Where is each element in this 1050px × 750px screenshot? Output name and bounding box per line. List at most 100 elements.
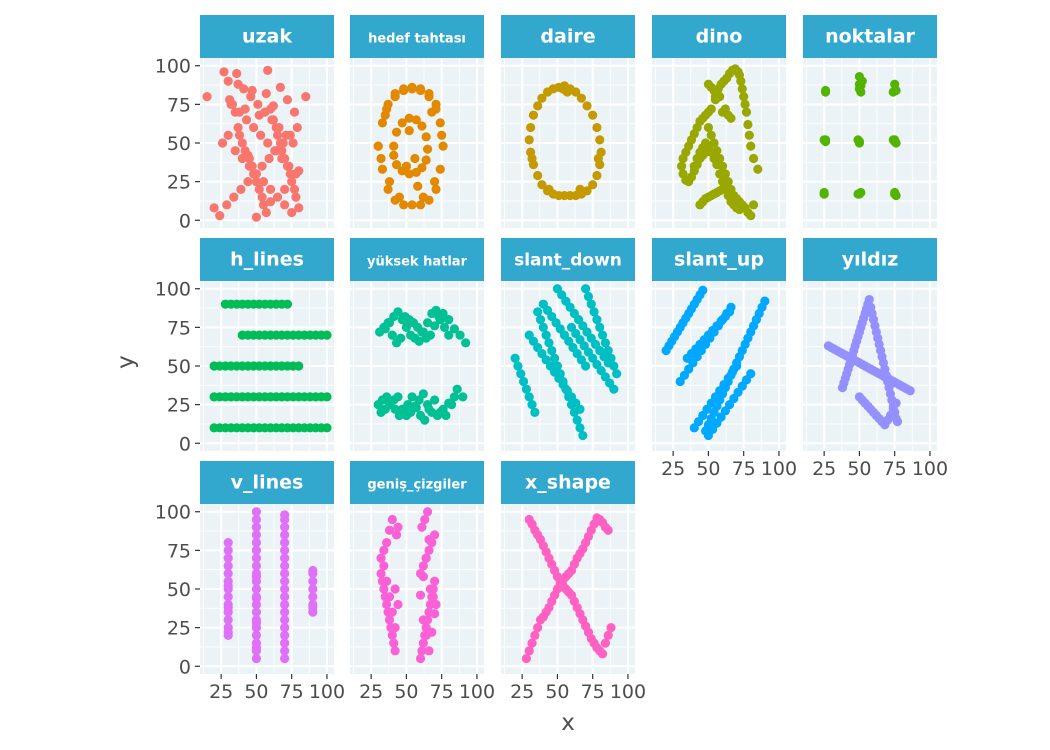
x-tick-label: 50: [545, 681, 569, 703]
data-point: [251, 643, 262, 653]
data-point: [292, 122, 302, 133]
data-point: [377, 164, 388, 174]
facet-slant-down: slant_down: [501, 238, 635, 451]
data-point: [593, 153, 603, 164]
facet-strip: [803, 238, 937, 281]
data-point: [384, 177, 395, 187]
data-point: [280, 576, 290, 586]
data-point: [251, 212, 262, 222]
data-point: [547, 345, 557, 356]
data-point: [280, 584, 290, 594]
data-point: [524, 392, 534, 402]
data-point: [382, 599, 392, 610]
facet-x-shape: x_shape 25 50 75 100: [501, 461, 646, 703]
data-point: [322, 330, 332, 340]
data-point: [280, 607, 290, 617]
data-point: [430, 177, 440, 187]
data-point: [289, 184, 300, 194]
data-point: [432, 410, 443, 421]
data-point: [257, 192, 267, 202]
data-point: [603, 525, 613, 535]
data-point: [380, 110, 390, 120]
data-point: [760, 296, 770, 306]
data-point: [256, 130, 266, 140]
data-point: [437, 130, 447, 140]
data-point: [247, 85, 257, 96]
data-point: [268, 101, 278, 111]
y-tick-label: 50: [167, 133, 191, 155]
data-point: [280, 200, 290, 210]
data-point: [417, 522, 427, 532]
data-point: [263, 138, 273, 148]
x-tick-label: 25: [812, 458, 836, 480]
facet-gridlines: [350, 58, 484, 228]
data-point: [215, 211, 225, 221]
data-point: [280, 599, 290, 610]
data-point: [424, 92, 434, 102]
data-point: [541, 330, 551, 340]
data-point: [301, 92, 311, 102]
data-point: [280, 538, 290, 548]
facet-strip: [350, 15, 484, 58]
data-point: [280, 184, 290, 194]
y-tick-label: 100: [155, 502, 191, 524]
y-tick-label: 75: [167, 540, 191, 562]
data-point: [254, 110, 264, 120]
data-point: [575, 404, 585, 414]
data-point: [853, 189, 863, 199]
data-point: [746, 369, 756, 379]
data-point: [261, 88, 271, 99]
data-point: [258, 177, 269, 187]
data-point: [294, 361, 304, 371]
data-point: [544, 184, 554, 194]
data-point: [597, 330, 608, 340]
facet-strip-label: slant_up: [674, 249, 764, 271]
data-point: [254, 184, 264, 194]
x-tick-label: 25: [209, 681, 233, 703]
data-point: [444, 398, 454, 408]
data-point: [280, 568, 290, 579]
data-point: [424, 646, 434, 656]
data-point: [234, 130, 245, 140]
data-point: [251, 653, 262, 664]
data-point: [864, 294, 874, 305]
data-point: [524, 135, 534, 145]
data-point: [389, 150, 399, 160]
data-point: [225, 95, 235, 105]
data-point: [417, 121, 427, 131]
data-point: [280, 653, 290, 664]
data-point: [287, 207, 297, 218]
data-point: [720, 169, 730, 179]
data-point: [562, 87, 572, 97]
data-point: [271, 146, 281, 156]
data-point: [390, 92, 400, 102]
data-point: [393, 522, 403, 532]
data-point: [744, 130, 754, 140]
data-point: [379, 545, 389, 555]
data-point: [391, 127, 402, 137]
data-point: [724, 307, 735, 317]
data-point: [393, 392, 403, 402]
data-point: [427, 107, 437, 117]
data-point: [383, 184, 393, 194]
x-tick-label: 50: [244, 681, 268, 703]
facet-hedef-tahtası: hedef tahtası: [350, 15, 484, 228]
data-point: [277, 153, 287, 164]
data-point: [223, 592, 233, 602]
data-point: [524, 646, 534, 656]
data-point: [387, 630, 397, 640]
data-point: [415, 200, 426, 210]
data-point: [595, 322, 605, 332]
data-point: [544, 338, 554, 348]
data-point: [575, 184, 585, 194]
y-tick-label: 0: [179, 656, 191, 678]
data-point: [387, 330, 397, 340]
data-point: [518, 376, 529, 387]
data-point: [422, 144, 433, 154]
data-point: [391, 160, 402, 170]
data-point: [891, 398, 901, 408]
data-point: [280, 561, 290, 571]
data-point: [572, 415, 582, 425]
facet-points: [677, 64, 763, 221]
data-point: [422, 507, 433, 517]
